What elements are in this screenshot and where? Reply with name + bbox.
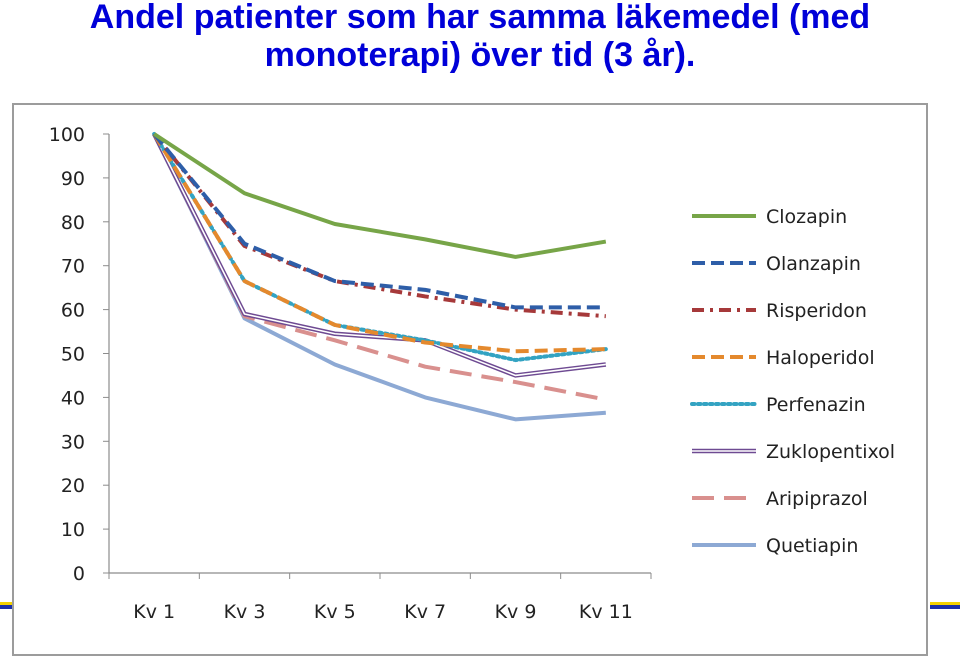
x-tick-label: Kv 5 bbox=[314, 601, 356, 623]
x-tick-label: Kv 9 bbox=[495, 601, 537, 623]
x-tick-label: Kv 7 bbox=[404, 601, 446, 623]
y-tick-label: 100 bbox=[49, 124, 85, 146]
title-line-2: monoterapi) över tid (3 år). bbox=[264, 36, 696, 74]
series-lines bbox=[152, 132, 608, 422]
y-tick-label: 10 bbox=[61, 519, 85, 541]
legend-label: Zuklopentixol bbox=[766, 441, 895, 463]
series-line-perfenazin bbox=[152, 132, 608, 363]
page-title: Andel patienter som har samma läkemedel … bbox=[0, 0, 960, 72]
legend-label: Aripiprazol bbox=[766, 488, 868, 510]
title-line-1: Andel patienter som har samma läkemedel … bbox=[89, 0, 871, 36]
x-tick-label: Kv 1 bbox=[133, 601, 175, 623]
series-line-risperidon bbox=[152, 132, 606, 319]
legend-label: Olanzapin bbox=[766, 253, 861, 275]
legend: Clozapin Olanzapin Risperidon Haloperidol Pe… bbox=[690, 206, 895, 557]
legend-label: Quetiapin bbox=[766, 535, 858, 557]
legend-label: Risperidon bbox=[766, 300, 867, 322]
legend-label: Perfenazin bbox=[766, 394, 866, 416]
series-line-inner-zuklopentixol bbox=[153, 133, 606, 377]
y-tick-label: 60 bbox=[61, 300, 85, 322]
y-tick-label: 40 bbox=[61, 387, 85, 409]
decorative-band-left bbox=[0, 602, 12, 609]
series-line-haloperidol bbox=[152, 132, 606, 354]
y-tick-label: 20 bbox=[61, 475, 85, 497]
x-tick-label: Kv 3 bbox=[224, 601, 266, 623]
y-tick-label: 50 bbox=[61, 344, 85, 366]
y-axis-ticks: 0 10 20 30 40 50 60 70 80 90 100 bbox=[49, 124, 109, 585]
series-line-olanzapin bbox=[152, 132, 606, 310]
y-tick-label: 30 bbox=[61, 431, 85, 453]
y-tick-label: 0 bbox=[73, 563, 85, 585]
legend-label: Haloperidol bbox=[766, 347, 875, 369]
x-tick-label: Kv 11 bbox=[579, 601, 633, 623]
y-tick-label: 80 bbox=[61, 212, 85, 234]
y-tick-label: 70 bbox=[61, 256, 85, 278]
decorative-band-right bbox=[930, 602, 960, 609]
series-line-clozapin bbox=[153, 132, 607, 259]
x-axis-ticks: Kv 1 Kv 3 Kv 5 Kv 7 Kv 9 Kv 11 bbox=[108, 573, 652, 623]
legend-label: Clozapin bbox=[766, 206, 847, 228]
y-tick-label: 90 bbox=[61, 168, 85, 190]
